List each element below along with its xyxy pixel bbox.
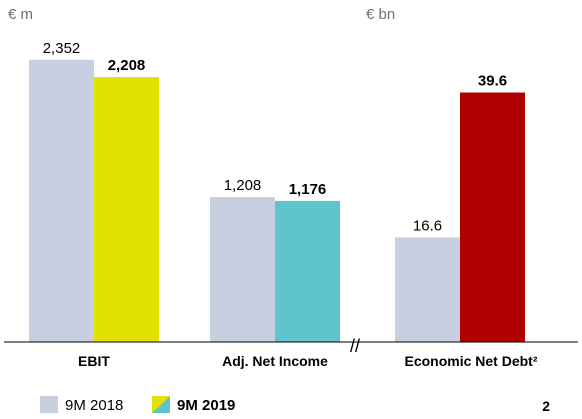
- legend-swatch-2018: [40, 396, 58, 413]
- bar-2019-2: [460, 92, 525, 343]
- data-label-2019-0: 2,208: [108, 57, 146, 74]
- data-label-2018-0: 2,352: [43, 40, 81, 57]
- data-label-2019-2: 39.6: [478, 73, 507, 90]
- bar-2019-0: [94, 77, 159, 342]
- bar-2018-0: [29, 59, 94, 342]
- bar-chart: 2,352 2,208 EBIT 1,208 1,176 Adj. Net Income 1…: [4, 40, 578, 369]
- data-label-2019-1: 1,176: [289, 181, 327, 198]
- left-unit-label: € m: [8, 6, 34, 23]
- category-label-0: EBIT: [78, 353, 110, 369]
- bar-2018-1: [210, 197, 275, 342]
- bar-2019-1: [275, 200, 340, 342]
- bar-2018-2: [395, 237, 460, 342]
- category-label-2: Economic Net Debt²: [404, 353, 537, 369]
- legend-swatch-2019: [152, 396, 170, 413]
- category-label-1: Adj. Net Income: [222, 353, 328, 369]
- right-unit-label: € bn: [366, 6, 396, 23]
- data-label-2018-2: 16.6: [413, 217, 442, 234]
- legend-label-2019: 9M 2019: [177, 397, 236, 414]
- data-label-2018-1: 1,208: [224, 177, 262, 194]
- page-number: 2: [542, 398, 550, 414]
- axis-break-marker: //: [350, 336, 360, 356]
- legend-label-2018: 9M 2018: [65, 397, 124, 414]
